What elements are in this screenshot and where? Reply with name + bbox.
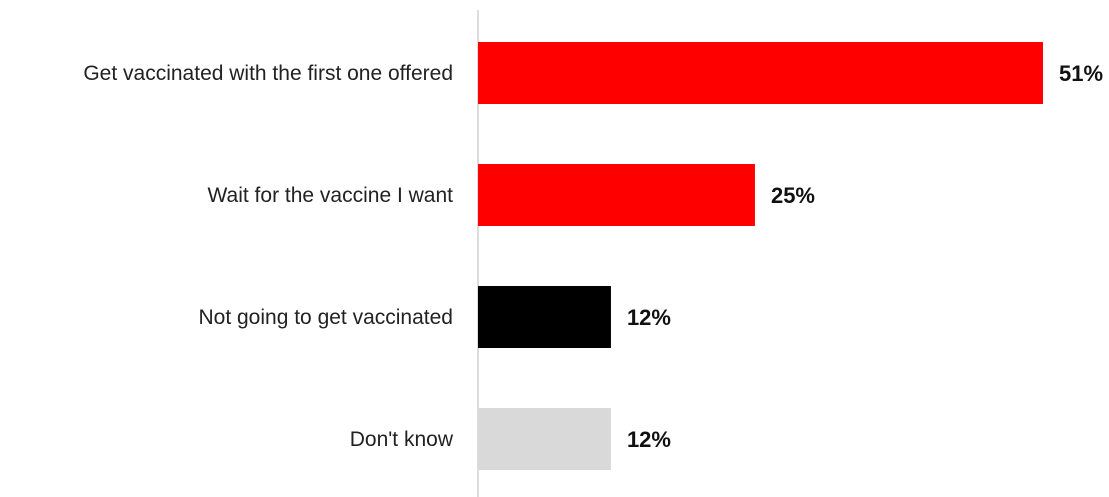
- bar: [478, 408, 611, 470]
- bar: [478, 286, 611, 348]
- category-label: Don't know: [350, 428, 454, 451]
- category-labels-group: Get vaccinated with the first one offere…: [83, 62, 453, 451]
- bars-group: [478, 42, 1043, 470]
- bar: [478, 164, 755, 226]
- value-label: 51%: [1059, 61, 1103, 86]
- value-label: 25%: [771, 183, 815, 208]
- category-label: Get vaccinated with the first one offere…: [83, 62, 453, 85]
- category-label: Not going to get vaccinated: [198, 306, 453, 329]
- value-label: 12%: [627, 305, 671, 330]
- category-label: Wait for the vaccine I want: [208, 184, 454, 207]
- value-label: 12%: [627, 427, 671, 452]
- value-labels-group: 51% 25% 12% 12%: [627, 61, 1103, 452]
- bar: [478, 42, 1043, 104]
